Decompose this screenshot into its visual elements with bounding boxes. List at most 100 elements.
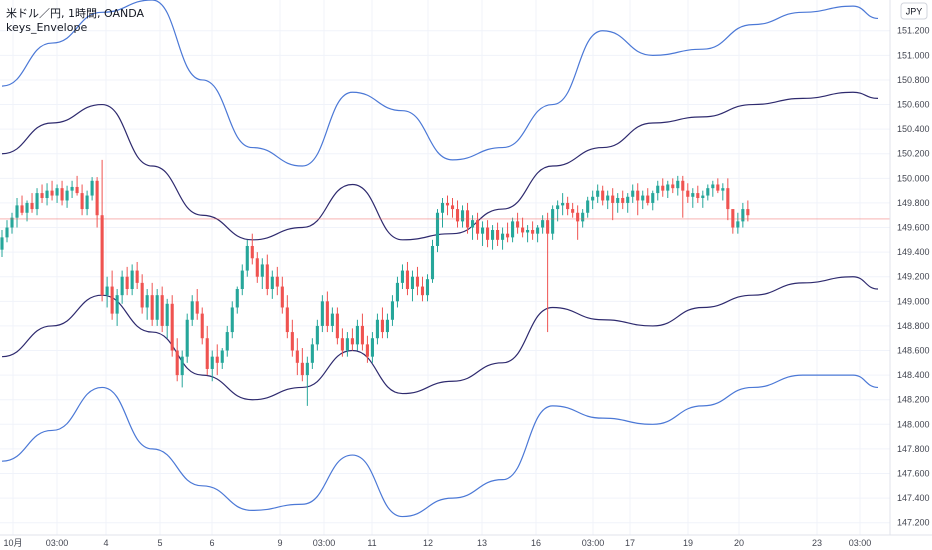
- candle: [541, 215, 545, 234]
- candle-body: [475, 220, 480, 234]
- indicator-name: keys_Envelope: [6, 21, 87, 34]
- candle-body: [666, 184, 670, 191]
- price-axis[interactable]: 151.200 151.000 150.800 150.600 150.400 150.2…: [889, 0, 930, 535]
- candles: [0, 159, 750, 406]
- time-tick-label: 20: [734, 538, 744, 548]
- candle: [95, 177, 99, 228]
- candle: [395, 276, 400, 308]
- candle: [175, 338, 179, 382]
- candle-body: [410, 276, 415, 290]
- candle: [260, 258, 264, 290]
- time-axis[interactable]: 10月 03:00 4 5 6 9 03:00 11 12 13 16 03:00 17 19 20 23 03…: [0, 534, 932, 548]
- time-tick-label: 16: [531, 538, 541, 548]
- price-tick-label: 147.400: [897, 493, 930, 503]
- candle: [571, 202, 575, 218]
- candle-body: [736, 221, 740, 228]
- candle-body: [350, 338, 354, 345]
- candle: [711, 180, 715, 197]
- candle: [310, 338, 314, 369]
- candle: [30, 193, 34, 213]
- candle: [596, 184, 600, 203]
- currency-label: JPY: [906, 7, 923, 17]
- candle-body: [596, 190, 600, 197]
- candle-body: [511, 221, 515, 238]
- candle-body: [395, 282, 400, 302]
- price-tick-label: 147.200: [897, 518, 930, 528]
- candle: [150, 282, 154, 326]
- candle-body: [85, 195, 89, 210]
- candle-body: [135, 270, 139, 283]
- candle: [566, 196, 570, 216]
- candle-body: [586, 200, 590, 213]
- price-tick-label: 149.000: [897, 296, 930, 306]
- candle: [746, 200, 750, 222]
- time-tick-label: 19: [683, 538, 693, 548]
- candle: [65, 185, 69, 208]
- candle: [470, 215, 475, 240]
- candle-body: [636, 190, 640, 201]
- candle: [641, 190, 645, 210]
- candle: [741, 202, 745, 228]
- candle: [405, 261, 410, 296]
- candle: [706, 184, 710, 201]
- candle: [305, 356, 309, 406]
- candle-body: [290, 332, 294, 351]
- candle-body: [300, 362, 304, 376]
- candle-body: [691, 193, 695, 197]
- candle: [375, 313, 379, 345]
- candle: [656, 180, 660, 201]
- candle-body: [370, 338, 374, 357]
- candle: [135, 261, 139, 290]
- candle: [676, 175, 680, 196]
- candle: [501, 227, 505, 250]
- envelope-bands: [1, 0, 879, 518]
- candle-body: [435, 212, 440, 246]
- candle: [521, 217, 525, 238]
- candle: [370, 332, 374, 363]
- candle-body: [716, 184, 720, 191]
- candle: [661, 178, 665, 197]
- candle: [701, 190, 705, 208]
- candle: [300, 348, 304, 382]
- candle-body: [375, 319, 379, 339]
- price-tick-label: 149.400: [897, 247, 930, 257]
- candle-body: [20, 205, 24, 213]
- candle-body: [676, 180, 680, 189]
- candle: [430, 239, 435, 283]
- envelope-inner-upper: [1, 91, 879, 241]
- candle-body: [165, 303, 169, 326]
- candle: [5, 220, 9, 243]
- candle: [591, 190, 595, 210]
- price-tick-label: 150.600: [897, 100, 930, 110]
- candle: [195, 289, 199, 320]
- time-tick-label: 5: [157, 538, 162, 548]
- candle: [606, 190, 610, 210]
- candle-body: [285, 307, 289, 333]
- candle-body: [330, 313, 334, 326]
- candle: [400, 264, 405, 290]
- symbol-title: 米ドル／円, 1時間, OANDA: [6, 7, 144, 20]
- price-tick-label: 149.600: [897, 223, 930, 233]
- candle: [145, 289, 149, 320]
- time-tick-label: 03:00: [46, 538, 69, 548]
- time-tick-label: 13: [477, 538, 487, 548]
- candle-body: [486, 227, 490, 240]
- price-tick-label: 148.200: [897, 395, 930, 405]
- candle: [275, 266, 279, 296]
- candle: [385, 313, 389, 339]
- candle: [651, 190, 655, 211]
- candle: [320, 295, 324, 333]
- candle-body: [606, 195, 610, 201]
- candle: [330, 307, 334, 333]
- candle: [420, 276, 425, 302]
- candle-body: [90, 180, 94, 196]
- candle-body: [631, 190, 635, 197]
- candle-body: [275, 276, 279, 287]
- candle: [616, 193, 620, 213]
- candle: [551, 205, 555, 240]
- candle-body: [711, 184, 715, 189]
- price-tick-label: 147.600: [897, 469, 930, 479]
- currency-badge[interactable]: JPY: [900, 2, 928, 20]
- candle-body: [556, 205, 560, 210]
